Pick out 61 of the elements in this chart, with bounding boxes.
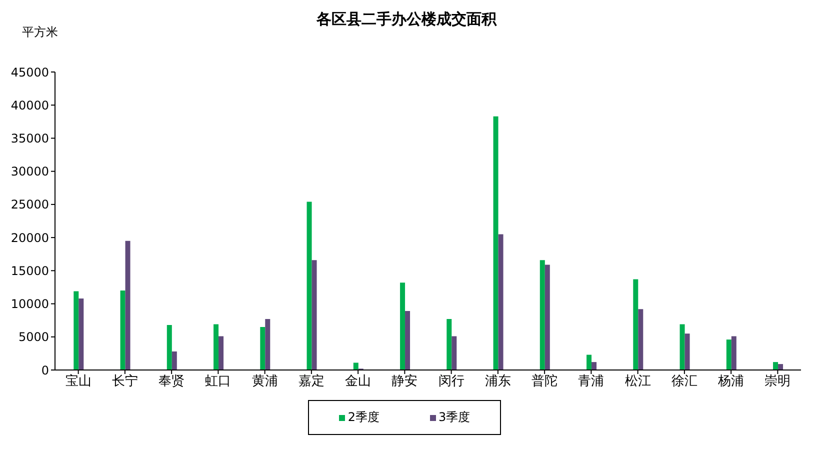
bar	[400, 282, 406, 370]
chart-title: 各区县二手办公楼成交面积	[316, 10, 496, 28]
bar	[540, 260, 545, 370]
bar	[120, 290, 126, 370]
bar	[773, 362, 778, 370]
bar	[544, 264, 550, 370]
x-tick-label: 奉贤	[158, 374, 185, 390]
x-tick-label: 浦东	[484, 374, 511, 390]
x-tick-label: 崇明	[764, 374, 791, 390]
y-tick-label: 20000	[10, 230, 49, 245]
bar	[214, 324, 219, 370]
bar	[731, 336, 736, 370]
y-tick-label: 5000	[18, 330, 49, 344]
legend-label: 3季度	[438, 409, 470, 426]
y-tick-label: 10000	[10, 297, 49, 312]
y-tick-label: 0	[41, 363, 49, 378]
bar	[778, 364, 784, 370]
x-tick-label: 杨浦	[717, 374, 744, 390]
y-tick-label: 25000	[10, 198, 49, 212]
x-tick-label: 长宁	[112, 373, 138, 390]
bar	[726, 340, 732, 370]
bar	[74, 291, 79, 370]
bar	[638, 309, 644, 370]
x-tick-label: 虹口	[205, 374, 232, 390]
bar	[260, 326, 266, 370]
bar	[405, 311, 410, 370]
y-axis-title: 平方米	[22, 24, 58, 41]
bar	[353, 362, 358, 370]
bar	[452, 336, 457, 370]
y-tick-label: 30000	[10, 164, 49, 179]
bar	[493, 116, 498, 370]
x-tick-label: 松江	[624, 374, 651, 390]
bar	[125, 240, 130, 370]
legend-label: 2季度	[346, 409, 380, 426]
x-tick-label: 嘉定	[298, 374, 324, 390]
bar	[592, 362, 597, 370]
bar	[172, 351, 177, 370]
bar	[312, 260, 317, 370]
bar	[680, 324, 685, 370]
bar	[633, 279, 638, 370]
x-tick-label: 金山	[345, 374, 372, 390]
y-tick-label: 15000	[10, 264, 49, 278]
bar	[306, 202, 312, 370]
x-tick-label: 宝山	[65, 373, 92, 390]
x-tick-label: 青浦	[578, 374, 604, 390]
x-tick-label: 静安	[392, 373, 418, 390]
x-tick-label: 普陀	[532, 373, 558, 390]
x-tick-label: 闵行	[438, 374, 464, 390]
bar	[498, 234, 504, 370]
y-tick-label: 40000	[10, 98, 49, 112]
bar	[684, 334, 690, 370]
bar	[166, 324, 172, 370]
x-tick-label: 黄浦	[252, 374, 278, 390]
bar	[78, 298, 84, 370]
bar	[265, 319, 270, 370]
x-tick-label: 徐汇	[671, 374, 698, 390]
bar	[218, 336, 224, 370]
y-tick-label: 35000	[10, 131, 49, 146]
y-tick-label: 45000	[10, 65, 49, 80]
bar	[586, 354, 592, 370]
bar	[446, 319, 452, 370]
